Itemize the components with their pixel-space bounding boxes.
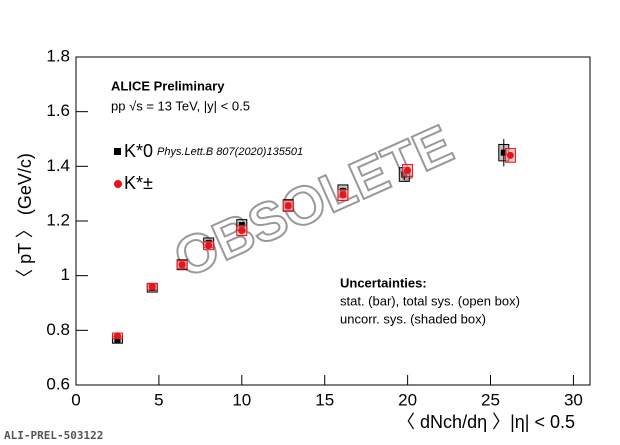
y-tick-label: 1.8 bbox=[46, 46, 70, 65]
y-tick-label: 1.2 bbox=[46, 210, 70, 229]
legend-label: K*0 bbox=[124, 141, 153, 161]
x-tick-label: 0 bbox=[71, 390, 80, 409]
marker bbox=[148, 283, 156, 291]
annotation: stat. (bar), total sys. (open box) bbox=[340, 293, 520, 308]
marker bbox=[506, 151, 514, 159]
x-tick-label: 30 bbox=[564, 390, 583, 409]
marker bbox=[238, 227, 246, 235]
x-tick-label: 15 bbox=[315, 390, 334, 409]
marker bbox=[114, 336, 121, 343]
x-tick-label: 20 bbox=[398, 390, 417, 409]
y-tick-label: 0.8 bbox=[46, 320, 70, 339]
marker bbox=[113, 332, 121, 340]
y-tick-label: 0.6 bbox=[46, 374, 70, 393]
annotation: uncorr. sys. (shaded box) bbox=[340, 311, 486, 326]
marker bbox=[205, 242, 213, 250]
reference: Phys.Lett.B 807(2020)135501 bbox=[157, 146, 303, 158]
x-tick-label: 5 bbox=[154, 390, 163, 409]
chart-title: ALICE Preliminary bbox=[111, 78, 225, 93]
y-tick-label: 1 bbox=[61, 265, 70, 284]
watermark: OBSOLETE bbox=[166, 114, 462, 290]
legend-label: K*± bbox=[124, 173, 153, 193]
legend-marker bbox=[114, 148, 121, 155]
marker bbox=[500, 149, 507, 156]
y-tick-label: 1.6 bbox=[46, 101, 70, 120]
y-axis-label: 〈 pT 〉 (GeV/c) bbox=[15, 153, 35, 287]
y-tick-label: 1.4 bbox=[46, 156, 70, 175]
x-tick-label: 10 bbox=[232, 390, 251, 409]
legend-marker bbox=[114, 180, 122, 188]
x-tick-label: 25 bbox=[481, 390, 500, 409]
marker bbox=[238, 222, 245, 229]
annotation: Uncertainties: bbox=[340, 275, 427, 290]
figure-id: ALI-PREL-503122 bbox=[4, 429, 103, 442]
marker bbox=[178, 261, 186, 269]
chart-subtitle: pp √s = 13 TeV, |y| < 0.5 bbox=[111, 98, 250, 113]
marker bbox=[339, 191, 347, 199]
x-axis-label: 〈 dNch/dη 〉|η| < 0.5 bbox=[397, 412, 575, 432]
marker bbox=[404, 166, 412, 174]
marker bbox=[284, 202, 292, 210]
